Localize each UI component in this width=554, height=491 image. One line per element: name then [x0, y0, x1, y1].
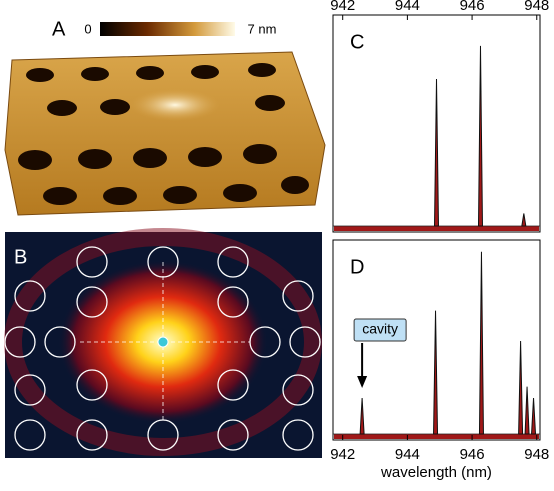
panel-label: B	[14, 246, 27, 268]
page: A 0 7 nm B C 942 944 946 948 D 942 944 946 948 wav…	[0, 0, 554, 491]
field-map	[5, 232, 322, 458]
colorbar-label: 7 nm	[248, 21, 277, 36]
figure: A 0 7 nm B C 942 944 946 948 D 942 944 946 948 wav…	[0, 0, 554, 486]
annotation-text: cavity	[362, 321, 398, 337]
afm-image	[5, 52, 325, 215]
x-tick-label: 946	[460, 0, 485, 14]
colorbar-label: 0	[84, 21, 91, 36]
x-tick-label: 944	[395, 446, 420, 463]
x-tick-label: 942	[330, 0, 355, 14]
x-tick-label: 944	[395, 0, 420, 14]
x-axis-title: wavelength (nm)	[380, 464, 492, 481]
x-tick-label: 948	[524, 446, 549, 463]
x-tick-label: 946	[460, 446, 485, 463]
x-tick-label: 948	[524, 0, 549, 14]
x-tick-label: 942	[330, 446, 355, 463]
baseline-noise	[334, 434, 539, 439]
panel-label: A	[52, 18, 66, 40]
panel-label: C	[350, 31, 364, 53]
panel-label: D	[350, 256, 364, 278]
baseline-noise	[334, 226, 539, 231]
colorbar	[100, 22, 235, 36]
